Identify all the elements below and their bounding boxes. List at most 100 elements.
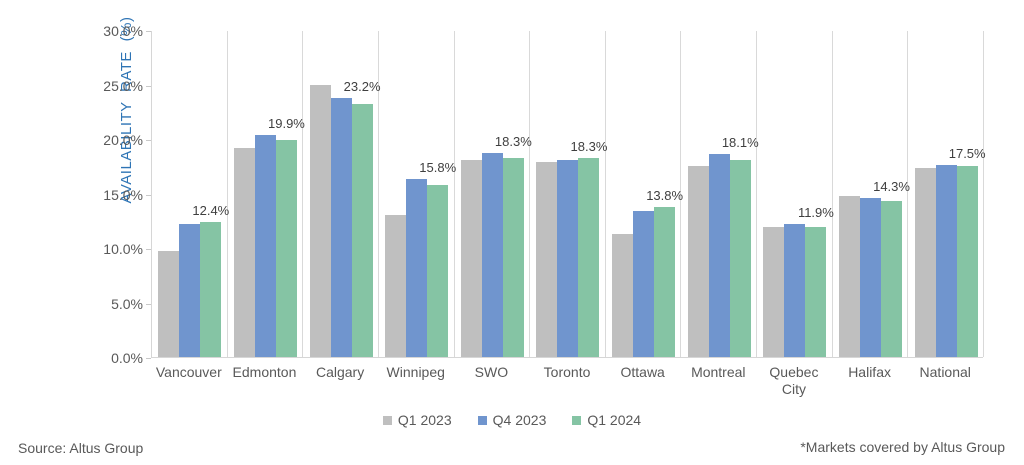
data-label-toronto: 18.3% [570,138,608,154]
y-tick-label: 15.0% [103,186,143,203]
legend: Q1 2023 Q4 2023 Q1 2024 [0,412,1024,428]
data-label-swo: 18.3% [494,134,532,150]
bar-q4-2023-winnipeg [406,179,428,357]
bar-group-calgary: 23.2% [303,31,381,357]
bar-group-quebec-city: 11.9% [757,31,834,357]
y-tick-mark [146,249,151,250]
bar-q4-2023-edmonton [254,134,276,357]
x-category-label-calgary: Calgary [315,364,365,380]
bar-q1-2023-edmonton [233,147,255,357]
x-category-label-vancouver: Vancouver [155,364,222,380]
bar-group-swo: 18.3% [455,31,532,357]
bar-q1-2024-quebec-city [805,227,827,357]
bar-q1-2023-quebec-city [763,227,785,357]
plot-area: 12.4% 19.9% 23.2% 15.8% 18.3% 18.3% 13.8% 18.1%… [151,31,986,358]
x-axis-category-labels: Vancouver Edmonton Calgary Winnipeg SWO Toron… [151,364,983,398]
bar-q1-2023-vancouver [158,251,180,357]
gridline [378,31,379,357]
x-category-label-ottawa: Ottawa [620,364,665,380]
y-tick-label: 25.0% [103,77,143,94]
y-tick-mark [146,86,151,87]
y-tick-mark [146,140,151,141]
gridline [529,31,530,357]
bar-group-halifax: 14.3% [833,31,910,357]
bar-q1-2024-montreal [729,159,751,357]
bar-q1-2024-toronto [578,157,600,357]
y-tick-label: 10.0% [103,241,143,257]
gridline [680,31,681,357]
data-label-quebec-city: 11.9% [797,205,834,220]
bar-q1-2023-montreal [687,166,709,357]
gridline [907,31,908,357]
bar-q4-2023-vancouver [179,224,201,357]
gridline [832,31,833,357]
bar-q4-2023-ottawa [633,210,655,357]
bar-group-toronto: 18.3% [530,31,608,357]
bar-q4-2023-montreal [708,154,730,357]
data-label-montreal: 18.1% [721,135,759,151]
bar-q4-2023-calgary [330,97,352,357]
source-note: Source: Altus Group [18,440,144,456]
bar-q1-2023-halifax [839,195,861,357]
x-category-label-toronto: Toronto [543,364,591,380]
bar-q1-2023-national [914,168,936,357]
gridline [983,31,984,357]
y-tick-mark [146,358,151,359]
bar-q1-2023-toronto [536,161,558,357]
y-tick-mark [146,304,151,305]
gridline [454,31,455,357]
bar-q1-2023-ottawa [612,233,634,357]
y-tick-label: 0.0% [111,350,143,366]
bar-group-vancouver: 12.4% [152,31,229,357]
legend-label: Q1 2024 [587,412,642,428]
legend-item-q1-2023: Q1 2023 [382,412,452,428]
markets-footnote: *Markets covered by Altus Group [800,439,1005,455]
bar-q1-2023-swo [460,159,482,357]
bar-q1-2024-national [956,166,978,357]
y-tick-label: 5.0% [111,295,143,312]
legend-item-q4-2023: Q4 2023 [477,412,546,428]
y-tick-label: 20.0% [103,132,143,148]
bar-group-edmonton: 19.9% [228,31,305,357]
x-category-label-national: National [919,364,971,380]
data-label-ottawa: 13.8% [646,187,684,203]
x-category-label-winnipeg: Winnipeg [386,364,445,380]
gridline [302,31,303,357]
bar-q1-2024-halifax [881,201,903,357]
bar-q4-2023-quebec-city [784,224,806,357]
bar-q4-2023-national [935,165,957,357]
bar-group-montreal: 18.1% [681,31,759,357]
data-label-national: 17.5% [948,146,986,162]
gridline [756,31,757,357]
bar-q1-2024-winnipeg [427,184,449,357]
bar-q1-2024-calgary [351,104,373,357]
y-tick-mark [146,31,151,32]
legend-label: Q1 2023 [397,412,452,428]
x-category-label-edmonton: Edmonton [232,364,297,380]
bar-q4-2023-swo [481,153,503,357]
y-tick-mark [146,195,151,196]
data-label-calgary: 23.2% [343,78,381,94]
x-category-label-quebec-city: Quebec City [769,364,819,397]
x-category-label-halifax: Halifax [848,364,891,380]
gridline [605,31,606,357]
bar-q1-2023-winnipeg [385,215,407,357]
bar-group-winnipeg: 15.8% [379,31,456,357]
legend-item-q1-2024: Q1 2024 [572,412,641,428]
x-category-label-montreal: Montreal [691,364,746,380]
bar-q1-2023-calgary [309,84,331,357]
legend-swatch-icon [477,415,487,425]
bar-group-national: 17.5% [908,31,986,357]
bar-group-ottawa: 13.8% [606,31,684,357]
bar-q1-2024-swo [502,157,524,357]
bar-q1-2024-ottawa [654,206,676,357]
data-label-edmonton: 19.9% [268,115,305,131]
bar-q1-2024-edmonton [275,140,297,357]
x-category-label-swo: SWO [474,364,509,380]
y-axis-title: AVAILABILITY RATE (%) [117,16,135,204]
bar-q4-2023-halifax [860,197,882,357]
bar-q1-2024-vancouver [200,221,222,357]
bar-q4-2023-toronto [557,159,579,357]
y-tick-label: 30.0% [103,23,143,39]
data-label-halifax: 14.3% [873,178,910,194]
